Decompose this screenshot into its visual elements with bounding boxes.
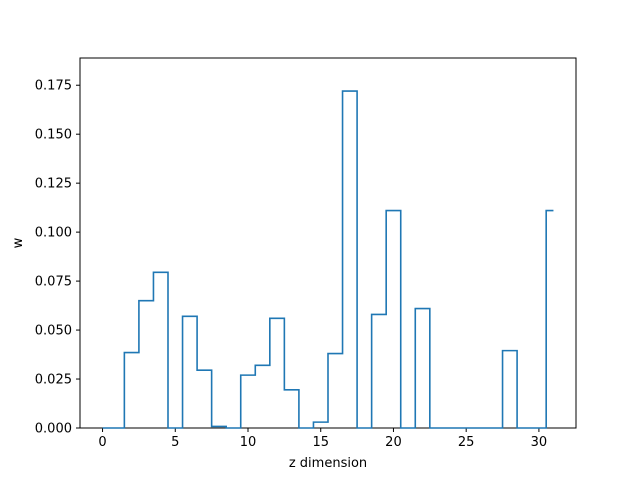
- y-tick-label: 0.150: [35, 128, 72, 143]
- x-tick-label: 10: [240, 435, 257, 450]
- x-axis-label: z dimension: [289, 456, 367, 471]
- y-tick-label: 0.025: [35, 373, 72, 388]
- y-axis-label: w: [11, 237, 26, 248]
- y-tick-label: 0.100: [35, 226, 72, 241]
- x-tick-label: 30: [531, 435, 548, 450]
- plot-area-frame: [79, 57, 577, 429]
- x-tick-label: 5: [171, 435, 179, 450]
- y-tick-label: 0.000: [35, 422, 72, 437]
- y-tick-label: 0.075: [35, 275, 72, 290]
- series-step-line: [102, 90, 554, 429]
- x-tick-label: 15: [312, 435, 329, 450]
- y-tick-label: 0.125: [35, 177, 72, 192]
- x-tick-label: 25: [458, 435, 475, 450]
- x-tick-label: 0: [98, 435, 106, 450]
- axis-ticks: 0 5 10 15 20 25 30 0.000 0.025 0.050 0.075 0.100 0.1…: [35, 79, 547, 450]
- x-tick-label: 20: [385, 435, 402, 450]
- y-tick-label: 0.175: [35, 79, 72, 94]
- y-tick-label: 0.050: [35, 324, 72, 339]
